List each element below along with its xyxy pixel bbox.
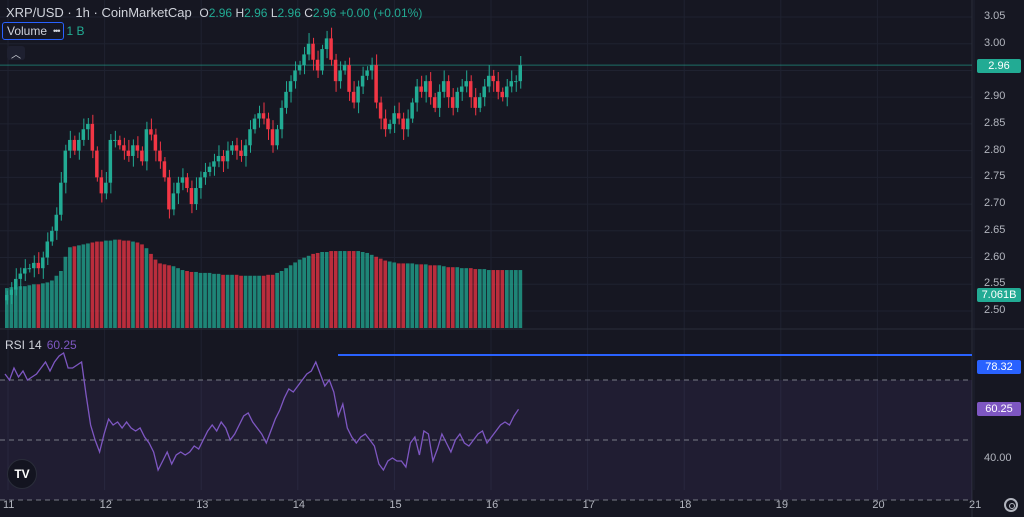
price-tick: 3.00 bbox=[984, 36, 1006, 49]
settings-gear-icon[interactable] bbox=[1004, 498, 1018, 512]
time-tick: 18 bbox=[679, 499, 692, 511]
chart-header: XRP/USD · 1h · CoinMarketCap O2.96 H2.96… bbox=[6, 5, 422, 20]
time-tick: 17 bbox=[582, 499, 595, 511]
volume-badge: 7.061B bbox=[977, 288, 1021, 302]
price-tick: 2.85 bbox=[984, 116, 1006, 129]
source-label: CoinMarketCap bbox=[101, 5, 192, 20]
volume-legend-box[interactable]: Volume ••• bbox=[2, 22, 65, 40]
rsi-max-badge: 78.32 bbox=[977, 360, 1021, 374]
last-price-badge: 2.96 bbox=[977, 59, 1021, 73]
rsi-legend[interactable]: RSI 14 60.25 bbox=[5, 338, 77, 352]
price-tick: 2.80 bbox=[984, 143, 1006, 156]
volume-value: 1 B bbox=[66, 24, 85, 38]
price-tick: 2.90 bbox=[984, 90, 1006, 103]
more-options-icon[interactable]: ••• bbox=[53, 26, 61, 36]
time-tick: 15 bbox=[389, 499, 402, 511]
volume-legend[interactable]: Volume ••• 1 B bbox=[2, 22, 85, 40]
change-value: +0.00 (+0.01%) bbox=[339, 6, 423, 20]
ohlc-values: O2.96 H2.96 L2.96 C2.96 +0.00 (+0.01%) bbox=[199, 6, 423, 20]
time-tick: 12 bbox=[99, 499, 112, 511]
rsi-level-label: 40.00 bbox=[984, 452, 1012, 464]
price-tick: 3.05 bbox=[984, 10, 1006, 22]
price-tick: 2.55 bbox=[984, 277, 1006, 290]
time-tick: 14 bbox=[292, 499, 306, 511]
time-tick: 21 bbox=[969, 499, 982, 511]
price-tick: 2.70 bbox=[984, 197, 1006, 210]
time-tick: 19 bbox=[775, 499, 789, 511]
time-tick: 16 bbox=[486, 499, 499, 511]
time-tick: 11 bbox=[3, 499, 15, 511]
separator: · bbox=[93, 5, 98, 20]
chevron-up-icon[interactable]: ︿ bbox=[7, 46, 25, 61]
symbol-label[interactable]: XRP/USD bbox=[6, 5, 64, 20]
tradingview-logo-icon[interactable]: TV bbox=[7, 459, 37, 489]
price-tick: 2.50 bbox=[984, 303, 1006, 316]
rsi-current-badge: 60.25 bbox=[977, 402, 1021, 416]
rsi-label: RSI 14 bbox=[5, 338, 42, 352]
price-tick: 2.60 bbox=[984, 250, 1006, 263]
separator: · bbox=[67, 5, 72, 20]
rsi-value: 60.25 bbox=[46, 338, 77, 352]
time-tick: 13 bbox=[196, 499, 209, 511]
volume-label: Volume bbox=[7, 24, 48, 38]
interval-label[interactable]: 1h bbox=[75, 5, 90, 20]
price-tick: 2.65 bbox=[984, 223, 1006, 236]
time-tick: 20 bbox=[872, 499, 885, 511]
price-tick: 2.75 bbox=[984, 170, 1006, 183]
